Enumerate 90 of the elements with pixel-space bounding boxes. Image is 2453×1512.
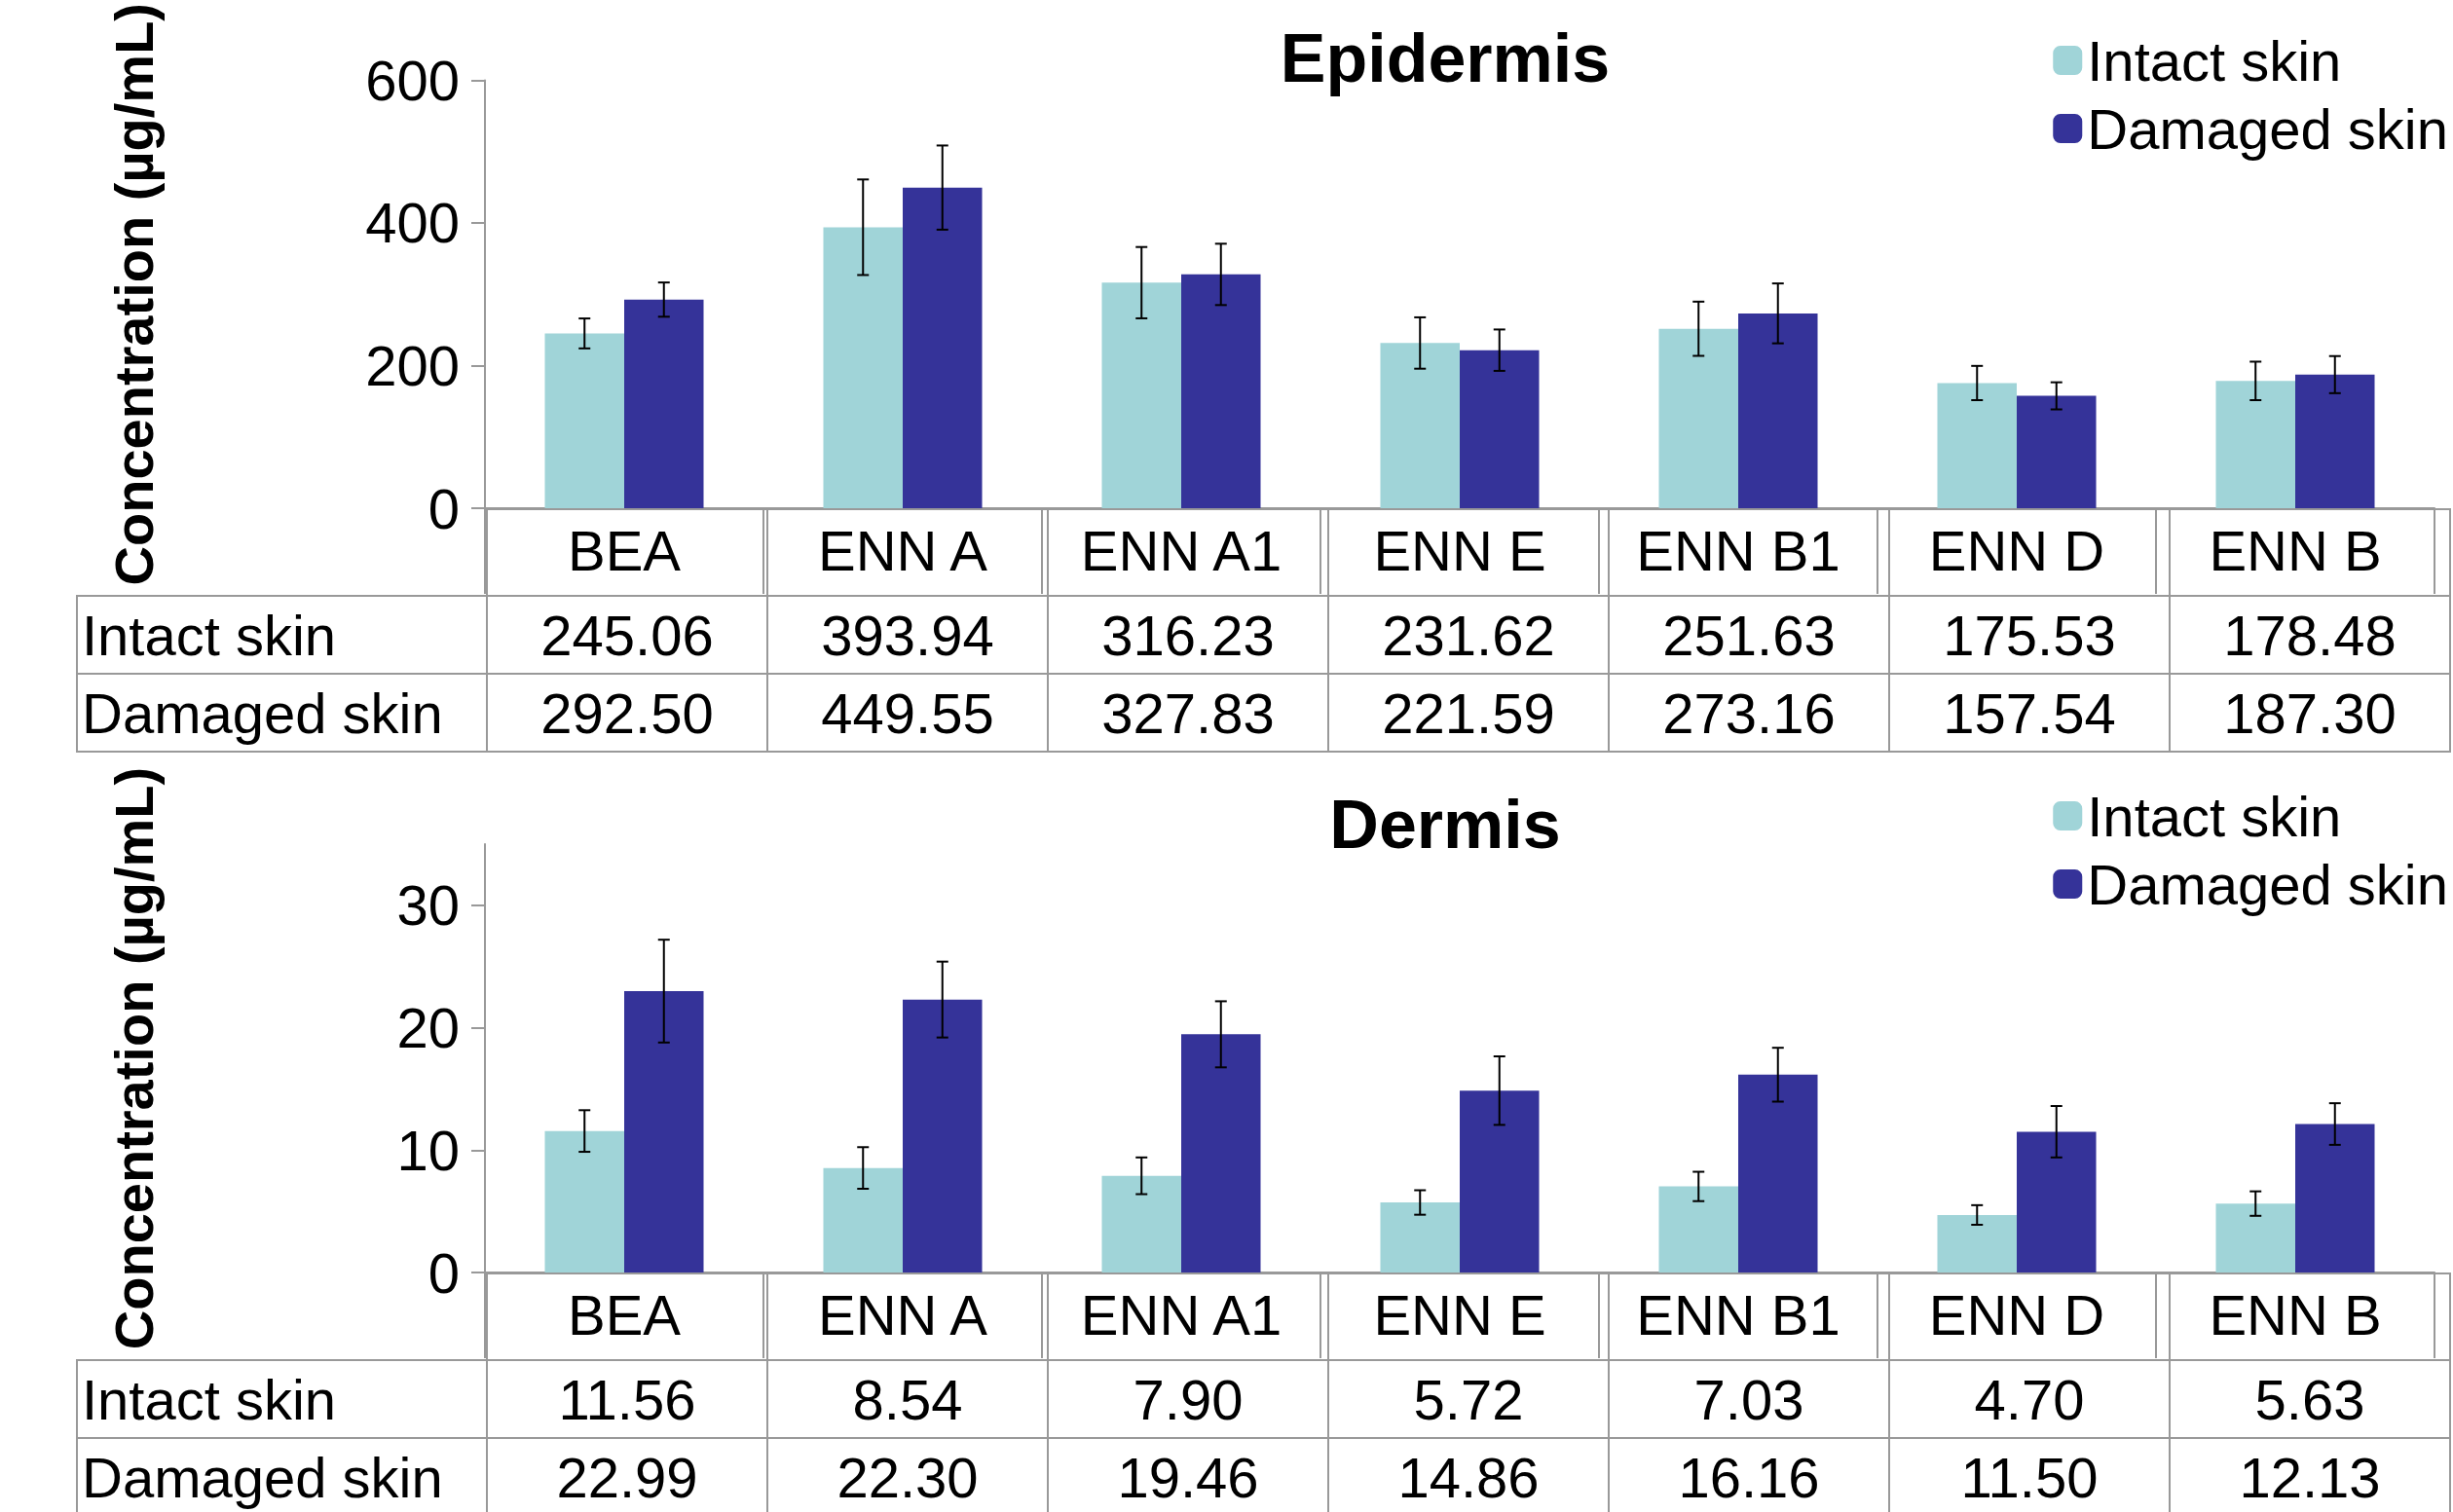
x-tick-label: ENN E [1373,1282,1546,1346]
data-label: 316.23 [1048,596,1328,674]
data-label: 22.99 [487,1438,767,1512]
data-label: 11.56 [487,1360,767,1438]
x-tick-label: ENN D [1928,518,2105,582]
bar [2295,1124,2375,1272]
bar [544,333,624,508]
data-label: 8.54 [767,1360,1048,1438]
data-label: 7.03 [1609,1360,1889,1438]
y-tick-label: 0 [427,1240,460,1305]
text: Damaged skin [82,681,443,745]
bar [1937,1214,2017,1272]
bar [1380,1202,1460,1272]
bar [1181,1034,1261,1272]
y-tick-label: 10 [396,1118,460,1182]
bar [544,1130,624,1272]
bar [1937,383,2017,508]
data-label: 11.50 [1889,1438,2170,1512]
x-tick-label: ENN A [817,518,988,582]
x-tick-label: ENN B [2209,518,2382,582]
data-label: 7.90 [1048,1360,1328,1438]
bar [1101,1175,1181,1272]
legend-label: Damaged skin [2087,96,2449,161]
data-label: 14.86 [1328,1438,1609,1512]
data-label: 5.72 [1328,1360,1609,1438]
x-tick-label: ENN D [1928,1282,2105,1346]
text: Damaged skin [82,1445,443,1509]
x-tick-label: ENN B1 [1636,1282,1840,1346]
bar [1460,350,1540,508]
text: Intact skin [82,603,337,667]
bar [1181,274,1261,508]
data-label: 273.16 [1609,674,1889,752]
data-label: 12.13 [2170,1438,2450,1512]
x-tick-label: ENN A1 [1080,518,1282,582]
data-label: 231.62 [1328,596,1609,674]
legend-label: Damaged skin [2087,852,2449,916]
data-label: 221.59 [1328,674,1609,752]
x-tick-label: BEA [567,518,682,582]
text: Intact skin [82,1367,337,1431]
data-label: 19.46 [1048,1438,1328,1512]
bar [1738,313,1818,508]
legend-label: Intact skin [2087,784,2342,848]
data-label: 22.30 [767,1438,1048,1512]
data-label: 5.63 [2170,1360,2450,1438]
bar [1460,1090,1540,1272]
data-label: 4.70 [1889,1360,2170,1438]
bar [2215,381,2295,508]
bar [823,227,903,508]
y-tick-label: 400 [365,191,460,255]
data-label: 187.30 [2170,674,2450,752]
bar [1658,1186,1738,1272]
x-tick-label: ENN A1 [1080,1282,1282,1346]
bar [624,990,704,1272]
x-tick-label: ENN B [2209,1282,2382,1346]
chart-title: Dermis [1329,787,1561,863]
bar [1738,1074,1818,1272]
x-tick-label: ENN B1 [1636,518,1840,582]
bar [823,1167,903,1272]
bar [624,299,704,508]
data-label: 292.50 [487,674,767,752]
data-label: 393.94 [767,596,1048,674]
bar [1380,343,1460,508]
data-label: 16.16 [1609,1438,1889,1512]
x-tick-label: ENN E [1373,518,1546,582]
bar [903,187,983,508]
y-tick-label: 0 [427,476,460,540]
data-label: 178.48 [2170,596,2450,674]
y-tick-label: 200 [365,333,460,397]
data-label: 449.55 [767,674,1048,752]
bar [1658,328,1738,508]
y-tick-label: 20 [396,996,460,1060]
data-label: 245.06 [487,596,767,674]
bar [2017,1131,2097,1272]
y-axis-title: Concentration (µg/mL) [102,766,165,1350]
y-tick-label: 600 [365,48,460,112]
chart-title: Epidermis [1280,20,1611,96]
bar [2215,1203,2295,1272]
legend-label: Intact skin [2087,28,2342,92]
bar [2295,374,2375,508]
bar [1101,282,1181,508]
x-tick-label: ENN A [817,1282,988,1346]
data-label: 157.54 [1889,674,2170,752]
y-axis-title: Concentration (µg/mL) [102,3,165,586]
data-label: 175.53 [1889,596,2170,674]
bar [903,999,983,1272]
data-label: 251.63 [1609,596,1889,674]
y-tick-label: 30 [396,873,460,938]
bar [2017,395,2097,508]
x-tick-label: BEA [567,1282,682,1346]
data-label: 327.83 [1048,674,1328,752]
